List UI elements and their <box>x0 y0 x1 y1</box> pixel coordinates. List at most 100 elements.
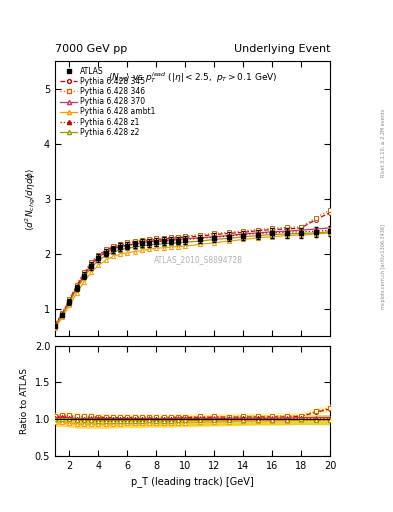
Pythia 6.428 345 <box>313 217 318 223</box>
Legend: ATLAS, Pythia 6.428 345, Pythia 6.428 346, Pythia 6.428 370, Pythia 6.428 ambt1,: ATLAS, Pythia 6.428 345, Pythia 6.428 34… <box>59 65 157 138</box>
Pythia 6.428 ambt1 <box>147 246 151 252</box>
Pythia 6.428 ambt1 <box>118 251 123 258</box>
Pythia 6.428 z2 <box>125 245 130 251</box>
Pythia 6.428 345 <box>270 226 275 232</box>
Line: Pythia 6.428 z1: Pythia 6.428 z1 <box>53 228 332 328</box>
Pythia 6.428 z2 <box>169 240 173 246</box>
Pythia 6.428 z1 <box>147 239 151 245</box>
Pythia 6.428 z2 <box>96 257 101 263</box>
Pythia 6.428 346 <box>284 224 289 230</box>
Pythia 6.428 370 <box>183 236 188 242</box>
Pythia 6.428 345 <box>197 233 202 239</box>
Pythia 6.428 ambt1 <box>255 234 260 241</box>
Line: Pythia 6.428 370: Pythia 6.428 370 <box>53 226 332 328</box>
Pythia 6.428 z2 <box>74 286 79 292</box>
Pythia 6.428 ambt1 <box>169 244 173 250</box>
Pythia 6.428 345 <box>82 270 86 276</box>
Pythia 6.428 z2 <box>183 239 188 245</box>
Pythia 6.428 z2 <box>154 241 159 247</box>
Pythia 6.428 370 <box>103 249 108 255</box>
Pythia 6.428 ambt1 <box>161 245 166 251</box>
Pythia 6.428 z2 <box>67 299 72 305</box>
Pythia 6.428 ambt1 <box>183 243 188 249</box>
Pythia 6.428 370 <box>241 231 246 237</box>
Pythia 6.428 370 <box>125 242 130 248</box>
Pythia 6.428 z2 <box>103 252 108 259</box>
Line: Pythia 6.428 345: Pythia 6.428 345 <box>53 210 332 327</box>
Pythia 6.428 346 <box>89 259 94 265</box>
Pythia 6.428 346 <box>140 237 144 243</box>
Pythia 6.428 z2 <box>328 229 332 235</box>
Y-axis label: Ratio to ATLAS: Ratio to ATLAS <box>20 368 29 434</box>
Pythia 6.428 ambt1 <box>197 241 202 247</box>
Pythia 6.428 346 <box>82 269 86 275</box>
Pythia 6.428 z2 <box>212 237 217 243</box>
Pythia 6.428 z1 <box>67 298 72 304</box>
Pythia 6.428 ambt1 <box>140 247 144 253</box>
Pythia 6.428 z2 <box>140 243 144 249</box>
Pythia 6.428 346 <box>60 309 64 315</box>
Pythia 6.428 370 <box>60 311 64 317</box>
Pythia 6.428 z1 <box>212 234 217 240</box>
Pythia 6.428 ambt1 <box>103 257 108 263</box>
Pythia 6.428 z1 <box>299 229 303 235</box>
Pythia 6.428 346 <box>176 233 180 240</box>
Pythia 6.428 z1 <box>226 233 231 239</box>
Pythia 6.428 z1 <box>89 262 94 268</box>
Pythia 6.428 345 <box>212 231 217 238</box>
Pythia 6.428 346 <box>125 239 130 245</box>
Pythia 6.428 z2 <box>82 274 86 281</box>
Pythia 6.428 346 <box>183 233 188 239</box>
Pythia 6.428 z1 <box>313 228 318 234</box>
Pythia 6.428 z2 <box>255 232 260 239</box>
Pythia 6.428 z2 <box>241 233 246 240</box>
Pythia 6.428 370 <box>212 233 217 240</box>
Pythia 6.428 z1 <box>270 230 275 236</box>
Pythia 6.428 ambt1 <box>125 249 130 255</box>
Pythia 6.428 z1 <box>118 244 123 250</box>
Pythia 6.428 ambt1 <box>212 240 217 246</box>
Pythia 6.428 345 <box>132 239 137 245</box>
Pythia 6.428 z1 <box>140 240 144 246</box>
Pythia 6.428 370 <box>67 298 72 304</box>
Pythia 6.428 ambt1 <box>241 237 246 243</box>
Pythia 6.428 345 <box>110 244 115 250</box>
Pythia 6.428 345 <box>328 209 332 216</box>
Pythia 6.428 370 <box>161 238 166 244</box>
Pythia 6.428 370 <box>96 254 101 260</box>
Pythia 6.428 z1 <box>82 272 86 278</box>
Pythia 6.428 ambt1 <box>67 302 72 308</box>
Pythia 6.428 z2 <box>110 249 115 255</box>
Pythia 6.428 346 <box>110 243 115 249</box>
Text: ATLAS_2010_S8894728: ATLAS_2010_S8894728 <box>154 255 242 264</box>
Pythia 6.428 370 <box>169 237 173 243</box>
Pythia 6.428 370 <box>140 240 144 246</box>
Pythia 6.428 ambt1 <box>313 231 318 237</box>
Pythia 6.428 370 <box>284 228 289 234</box>
Pythia 6.428 z1 <box>328 227 332 233</box>
Pythia 6.428 z2 <box>60 312 64 318</box>
Pythia 6.428 z1 <box>183 237 188 243</box>
Pythia 6.428 z2 <box>132 244 137 250</box>
Y-axis label: $\langle d^2 N_{chg}/d\eta d\phi \rangle$: $\langle d^2 N_{chg}/d\eta d\phi \rangle… <box>24 167 39 230</box>
Pythia 6.428 z1 <box>110 246 115 252</box>
Pythia 6.428 370 <box>110 246 115 252</box>
Pythia 6.428 z1 <box>169 238 173 244</box>
Pythia 6.428 345 <box>226 230 231 237</box>
Pythia 6.428 z2 <box>197 238 202 244</box>
Pythia 6.428 ambt1 <box>284 232 289 239</box>
Pythia 6.428 ambt1 <box>299 232 303 238</box>
Pythia 6.428 345 <box>118 242 123 248</box>
Pythia 6.428 346 <box>154 236 159 242</box>
Pythia 6.428 370 <box>255 230 260 236</box>
Pythia 6.428 z2 <box>176 240 180 246</box>
Pythia 6.428 z1 <box>103 249 108 255</box>
Pythia 6.428 z1 <box>96 254 101 261</box>
Pythia 6.428 ambt1 <box>89 269 94 275</box>
Pythia 6.428 370 <box>74 284 79 290</box>
Pythia 6.428 ambt1 <box>60 314 64 321</box>
Pythia 6.428 z2 <box>226 236 231 242</box>
Pythia 6.428 z2 <box>147 242 151 248</box>
Pythia 6.428 345 <box>161 236 166 242</box>
Pythia 6.428 370 <box>197 234 202 241</box>
